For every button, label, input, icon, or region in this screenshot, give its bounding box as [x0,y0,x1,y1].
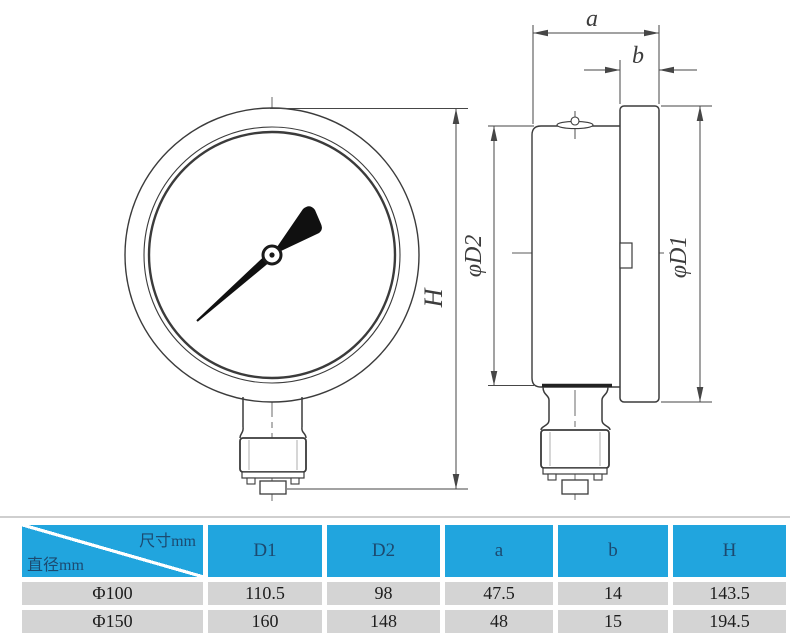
column-header-d1: D1 [208,525,322,577]
column-header-d2: D2 [327,525,440,577]
dim-b: b [584,43,697,104]
spec-table: 尺寸mm 直径mm D1 D2 a b H Φ100 110.5 98 47.5… [22,525,786,633]
pointer-hub-dot [269,252,275,258]
dim-a: a [532,6,660,124]
column-header-a: a [445,525,553,577]
dim-h-label: H [419,287,448,308]
side-bezel-tab [619,242,633,269]
dim-b-label: b [632,43,644,69]
table-corner-cell: 尺寸mm 直径mm [22,525,203,577]
table-value: 194.5 [673,610,786,633]
side-case [531,125,620,388]
front-thread-tip [259,480,287,495]
gauge-dimension-drawing: a b H [124,6,712,505]
table-value: 47.5 [445,582,553,605]
dim-d1-label: φD1 [666,236,692,279]
dim-d2-label: φD2 [461,235,487,278]
pointer-counterweight [277,206,322,251]
table-value: 148 [327,610,440,633]
dim-d1: φD1 [661,105,712,403]
corner-diameter-label: 直径mm [27,557,84,574]
row-label: Φ100 [22,582,203,605]
rim-circle-outer [143,126,401,384]
side-hex-nut [540,429,610,469]
rim-circle-inner [147,130,397,380]
top-plug [556,111,594,139]
table-row: Φ150 160 148 48 15 194.5 [22,610,786,633]
front-hex-nut [239,437,307,473]
dim-a-label: a [586,6,598,32]
table-row: Φ100 110.5 98 47.5 14 143.5 [22,582,786,605]
column-header-b: b [558,525,668,577]
front-connector [239,397,307,495]
table-value: 48 [445,610,553,633]
front-view [124,97,420,503]
column-header-h: H [673,525,786,577]
divider-rule [0,516,790,518]
table-value: 15 [558,610,668,633]
dim-d2: φD2 [461,125,534,386]
table-value: 160 [208,610,322,633]
table-value: 143.5 [673,582,786,605]
table-value: 14 [558,582,668,605]
table-value: 98 [327,582,440,605]
table-value: 110.5 [208,582,322,605]
dim-h: H [270,108,468,490]
table-header-row: 尺寸mm 直径mm D1 D2 a b H [22,525,786,577]
pointer-needle [196,257,269,322]
side-connector [540,386,611,495]
corner-size-label: 尺寸mm [139,533,196,550]
side-view [512,105,670,505]
side-thread-tip [561,479,589,495]
row-label: Φ150 [22,610,203,633]
dimensions: a b H [270,6,712,490]
